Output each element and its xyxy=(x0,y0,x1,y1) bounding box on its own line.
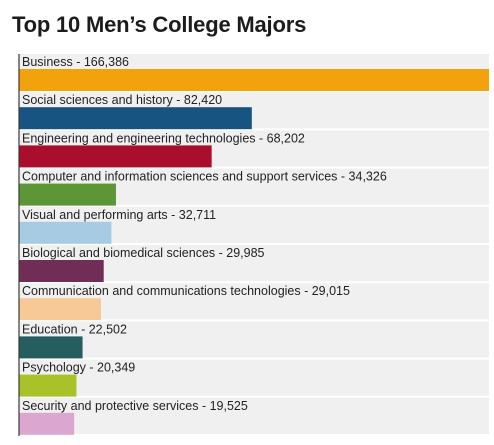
bar xyxy=(19,260,104,282)
bars xyxy=(19,69,489,435)
chart-title: Top 10 Men’s College Majors xyxy=(12,12,307,37)
bar-label: Biological and biomedical sciences - 29,… xyxy=(22,246,265,260)
bar-label: Visual and performing arts - 32,711 xyxy=(22,208,216,222)
bar xyxy=(19,145,212,168)
bar-label: Engineering and engineering technologies… xyxy=(22,131,305,145)
bar xyxy=(19,183,116,206)
bar xyxy=(19,221,112,244)
bar xyxy=(19,374,77,397)
row-background xyxy=(19,359,489,396)
bar xyxy=(19,412,75,435)
bar xyxy=(19,336,83,359)
bar-label: Psychology - 20,349 xyxy=(22,361,135,375)
bar xyxy=(19,298,101,321)
bar-label: Social sciences and history - 82,420 xyxy=(22,93,222,107)
bar xyxy=(19,69,489,91)
bar-label: Business - 166,386 xyxy=(22,55,129,69)
row-background xyxy=(19,321,489,358)
bar-label: Education - 22,502 xyxy=(22,322,127,336)
category-labels: Business - 166,386 Social sciences and hi… xyxy=(22,55,387,413)
bar xyxy=(19,107,252,130)
bar-label: Communication and communications technol… xyxy=(22,284,350,298)
bar-label: Computer and information sciences and su… xyxy=(22,170,387,184)
row-background xyxy=(19,397,489,434)
bar-label: Security and protective services - 19,52… xyxy=(22,399,248,413)
